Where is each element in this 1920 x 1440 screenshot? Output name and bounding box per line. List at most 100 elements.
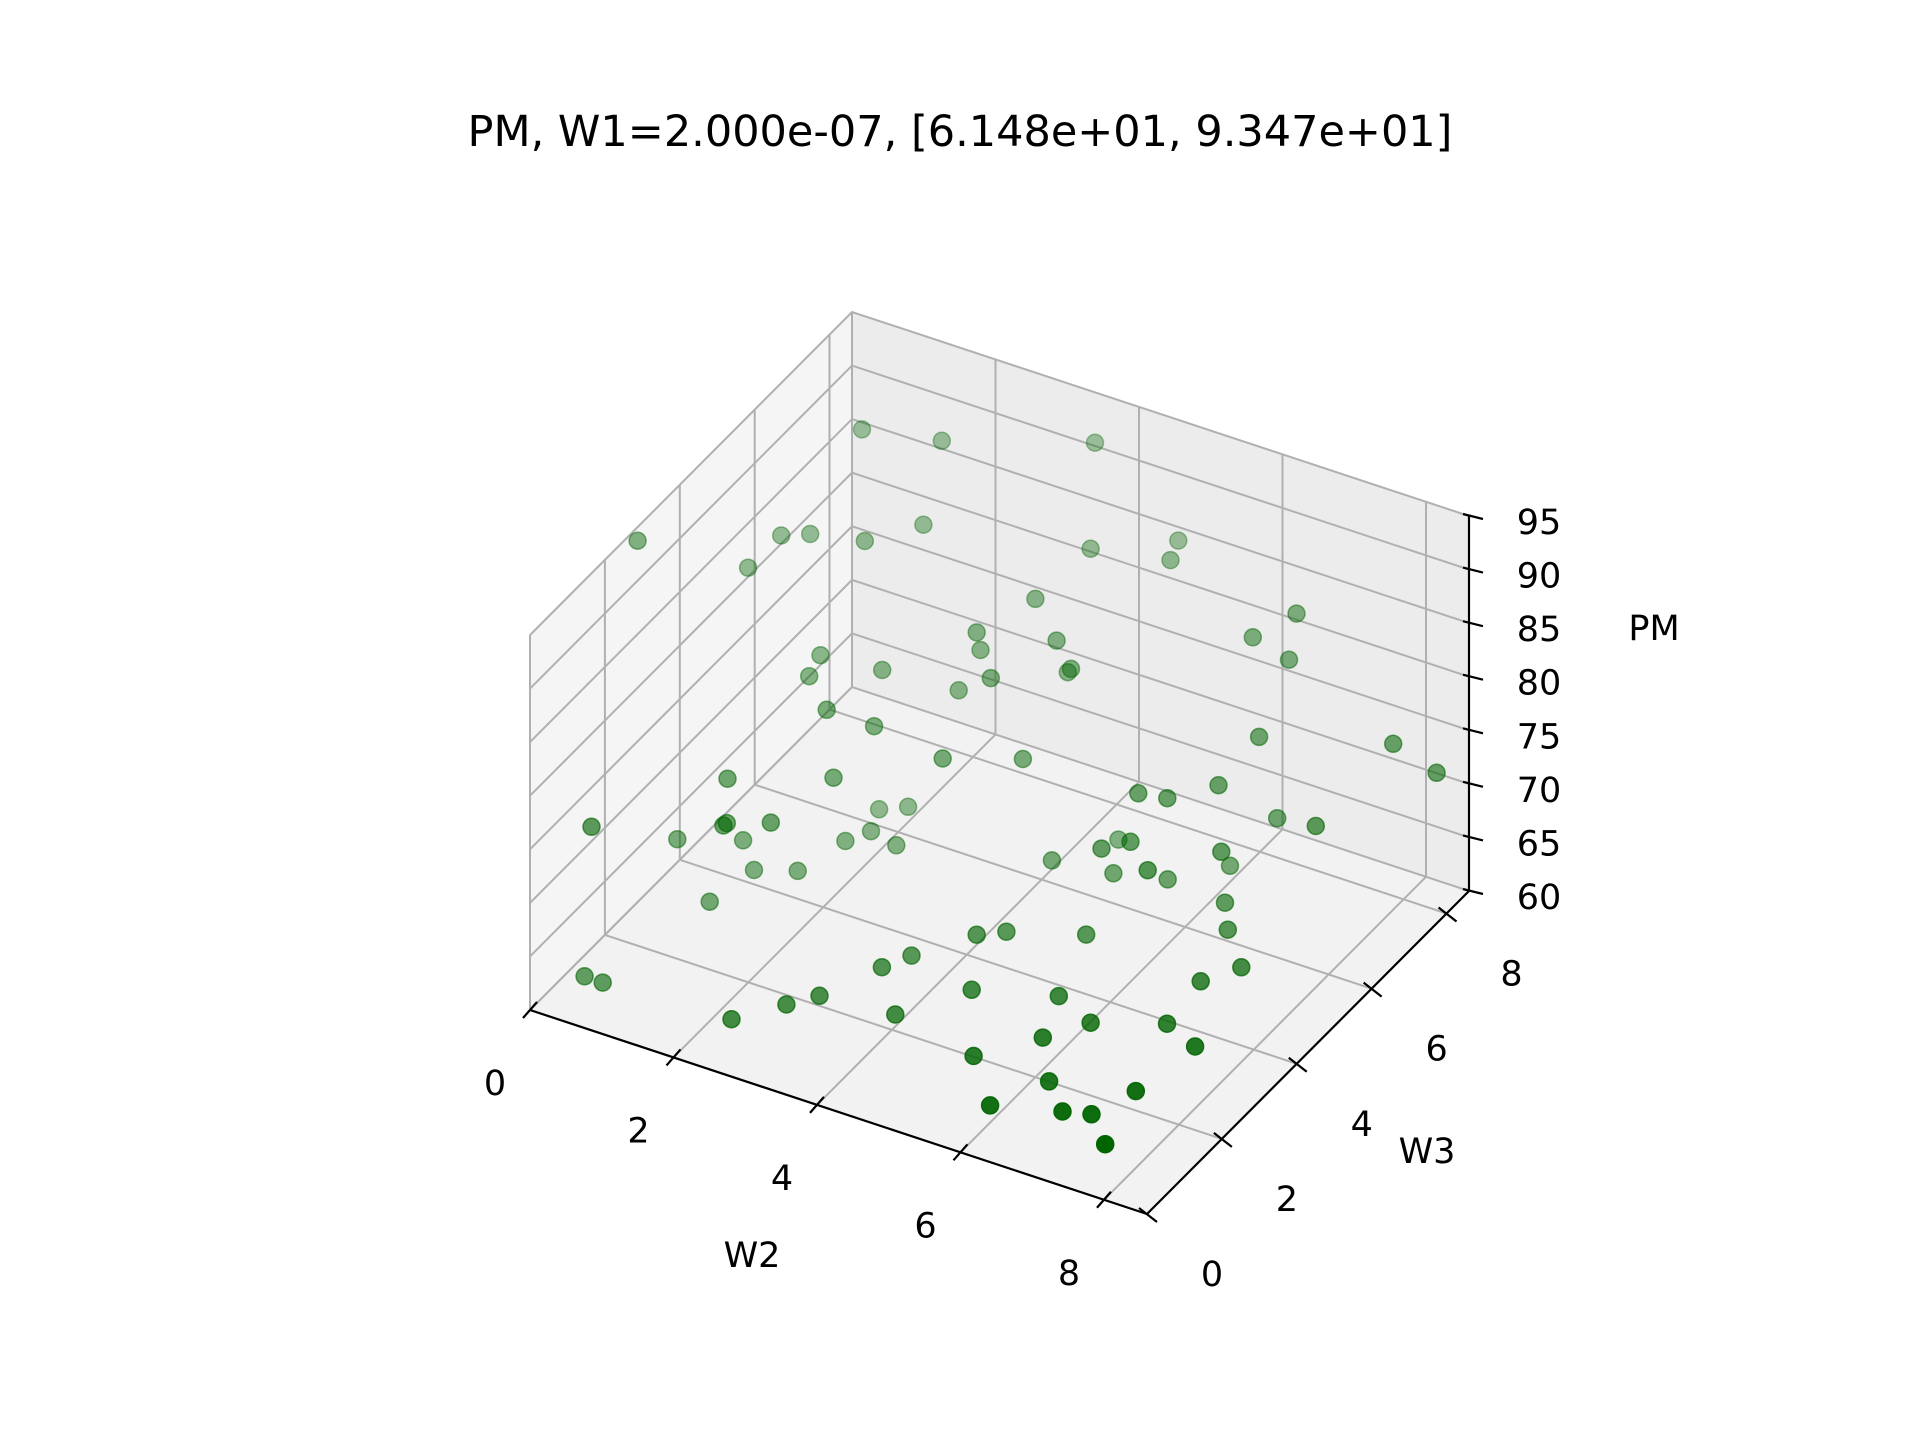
z-tick-label-70: 70: [1517, 771, 1562, 811]
data-point-26: [722, 1009, 741, 1029]
data-point-61: [1013, 749, 1033, 769]
z-tick-label-90: 90: [1517, 557, 1562, 597]
chart-gridlines: [529, 310, 1470, 1215]
data-point-8: [1185, 1037, 1205, 1056]
data-point-1: [1082, 1105, 1101, 1124]
data-point-45: [1306, 816, 1326, 836]
data-point-87: [852, 420, 872, 439]
data-point-69: [1058, 662, 1078, 682]
z-gridline-70: [529, 578, 1470, 904]
z-tick-label-95: 95: [1517, 503, 1562, 543]
x-tick-8: [1096, 1191, 1112, 1209]
data-point-32: [593, 973, 612, 992]
y-tick-6: [1362, 981, 1383, 998]
x-tick-4: [809, 1096, 825, 1114]
y-tick-2: [1213, 1132, 1233, 1148]
data-point-22: [872, 957, 892, 977]
y-tick-label-6: 6: [1426, 1030, 1448, 1070]
data-point-42: [869, 800, 889, 819]
data-point-31: [575, 967, 594, 986]
data-point-12: [1218, 920, 1238, 939]
y-tick-4: [1288, 1056, 1308, 1073]
data-point-55: [799, 666, 819, 686]
data-point-37: [861, 821, 881, 841]
data-point-60: [933, 749, 952, 768]
z-gridline-90: [529, 364, 1470, 690]
data-point-49: [582, 817, 601, 837]
y-tick-label-4: 4: [1351, 1105, 1373, 1145]
data-point-20: [997, 922, 1016, 941]
data-point-88: [932, 431, 952, 451]
data-point-86: [628, 531, 647, 550]
data-point-79: [1287, 604, 1306, 623]
x-tick-label-6: 6: [914, 1206, 936, 1246]
x-tick-label-4: 4: [771, 1159, 793, 1199]
data-point-4: [980, 1096, 1000, 1115]
data-point-70: [981, 668, 1001, 688]
data-point-80: [1061, 659, 1081, 679]
data-point-59: [864, 716, 884, 736]
z-tick-95: [1462, 512, 1484, 521]
x-axis-line: [529, 1008, 1148, 1216]
z-tick-80: [1462, 673, 1484, 681]
data-point-25: [777, 995, 796, 1014]
data-point-28: [1049, 986, 1069, 1006]
data-point-72: [1026, 589, 1045, 609]
data-point-3: [1039, 1072, 1059, 1091]
z-gridline-85: [529, 417, 1470, 743]
data-point-51: [717, 813, 737, 833]
y-tick-label-8: 8: [1500, 955, 1522, 995]
data-point-64: [1209, 775, 1228, 795]
data-point-19: [1076, 925, 1096, 944]
chart-title: PM, W1=2.000e-07, [6.148e+01, 9.347e+01]: [468, 107, 1453, 157]
data-point-78: [1279, 650, 1299, 669]
data-point-82: [771, 526, 791, 545]
data-point-76: [1169, 531, 1188, 550]
data-point-43: [1138, 860, 1157, 880]
data-point-0: [1095, 1134, 1115, 1154]
data-point-24: [810, 986, 829, 1006]
y-axis-line: [1146, 890, 1470, 1215]
z-tick-label-60: 60: [1517, 878, 1562, 918]
y-tick-8: [1437, 906, 1458, 923]
data-point-13: [1215, 893, 1235, 912]
z-tick-60: [1462, 887, 1484, 896]
x-tick-2: [665, 1048, 682, 1067]
data-point-47: [1092, 839, 1111, 858]
data-point-15: [1158, 870, 1177, 889]
data-point-40: [733, 831, 753, 850]
data-point-21: [902, 946, 921, 965]
data-point-74: [1081, 539, 1100, 558]
data-point-57: [817, 700, 836, 720]
z-tick-label-85: 85: [1517, 610, 1562, 650]
data-point-14: [1220, 856, 1240, 876]
data-point-30: [967, 925, 986, 944]
data-point-16: [1104, 864, 1123, 883]
z-tick-label-75: 75: [1517, 717, 1562, 757]
data-point-73: [1047, 631, 1066, 650]
data-point-77: [1243, 628, 1263, 647]
data-point-65: [1249, 727, 1269, 747]
data-point-89: [1085, 433, 1105, 452]
data-point-46: [1267, 808, 1287, 828]
z-tick-75: [1462, 727, 1484, 735]
z-tick-label-65: 65: [1517, 824, 1562, 864]
y-tick-label-0: 0: [1201, 1255, 1223, 1295]
data-point-52: [761, 813, 781, 832]
x-tick-label-8: 8: [1058, 1254, 1080, 1294]
y-tick-0: [1138, 1207, 1158, 1223]
data-point-9: [1157, 1014, 1177, 1033]
data-point-54: [718, 769, 737, 788]
chart-points: [575, 420, 1446, 1154]
z-tick-label-80: 80: [1517, 664, 1562, 704]
data-point-5: [1033, 1028, 1053, 1047]
x-tick-6: [952, 1143, 969, 1162]
data-point-53: [824, 768, 843, 787]
y-axis-label: W3: [1399, 1132, 1456, 1172]
data-point-81: [738, 558, 758, 577]
data-point-29: [962, 980, 981, 1000]
data-point-85: [914, 515, 933, 534]
data-point-83: [800, 524, 820, 544]
